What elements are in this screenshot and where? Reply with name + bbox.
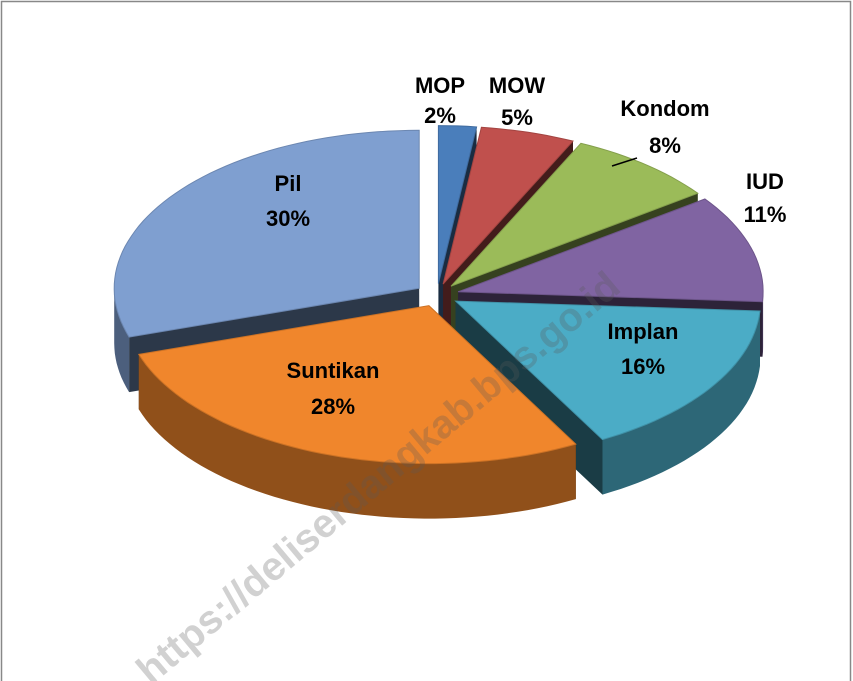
slice-wall	[602, 311, 760, 495]
value-label: 11%	[744, 202, 787, 227]
slice-label: Implan	[608, 319, 679, 344]
pie	[113, 125, 764, 519]
slice-wall	[138, 354, 576, 519]
slice	[457, 198, 764, 303]
slice-label: MOW	[489, 73, 545, 98]
slice	[442, 126, 574, 285]
leader-line	[611, 157, 638, 167]
slice-label: MOP	[415, 73, 465, 98]
slice-label: Pil	[275, 171, 302, 196]
slice	[450, 142, 699, 287]
value-label: 8%	[649, 133, 681, 158]
value-label: 28%	[311, 394, 355, 419]
slice	[437, 125, 478, 284]
slice-wall	[762, 291, 764, 357]
slice-label: Kondom	[620, 96, 709, 121]
value-label: 16%	[621, 354, 665, 379]
slice-label: Suntikan	[287, 358, 380, 383]
value-label: 5%	[501, 105, 533, 130]
labels: MOP 2% MOW 5% Kondom 8% IUD 11% Implan 16% Suntika…	[266, 73, 786, 419]
slice	[113, 129, 420, 338]
value-label: 2%	[424, 103, 456, 128]
value-label: 30%	[266, 206, 310, 231]
slice	[454, 300, 761, 441]
slice	[137, 305, 577, 465]
slice-label: IUD	[746, 169, 784, 194]
